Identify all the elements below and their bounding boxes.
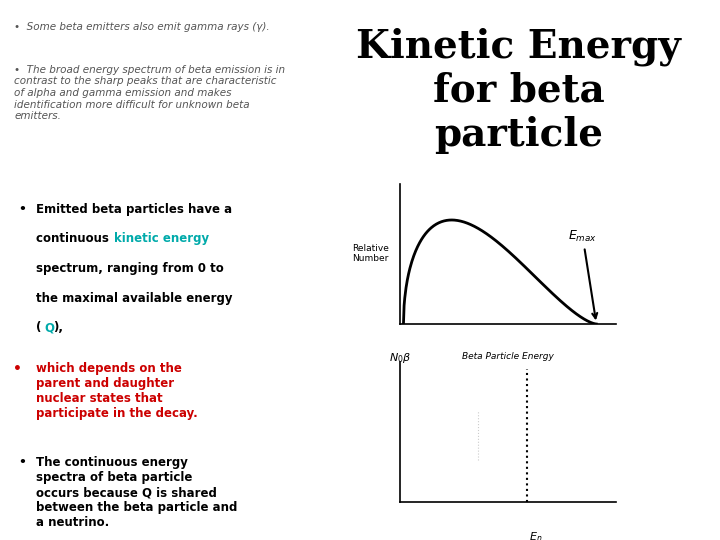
Text: •  Some beta emitters also emit gamma rays (γ).: • Some beta emitters also emit gamma ray… <box>14 22 270 32</box>
Text: •: • <box>18 202 26 215</box>
Text: Q: Q <box>45 321 55 334</box>
Text: •: • <box>18 456 26 469</box>
Text: $E_n$: $E_n$ <box>529 530 542 540</box>
Text: $E_{max}$: $E_{max}$ <box>568 229 597 318</box>
Text: Emitted beta particles have a: Emitted beta particles have a <box>36 202 232 215</box>
Text: •: • <box>13 362 22 376</box>
Text: The continuous energy
spectra of beta particle
occurs because Q is shared
betwee: The continuous energy spectra of beta pa… <box>36 456 238 529</box>
Text: the maximal available energy: the maximal available energy <box>36 292 233 305</box>
Text: continuous: continuous <box>36 232 113 245</box>
Text: •  The broad energy spectrum of beta emission is in
contrast to the sharp peaks : • The broad energy spectrum of beta emis… <box>14 65 286 121</box>
Text: ),: ), <box>53 321 63 334</box>
Text: which depends on the
parent and daughter
nuclear states that
participate in the : which depends on the parent and daughter… <box>36 362 198 420</box>
Text: Kinetic Energy
for beta
particle: Kinetic Energy for beta particle <box>356 27 681 153</box>
Text: (: ( <box>36 321 41 334</box>
Text: $N_0\beta$: $N_0\beta$ <box>389 350 411 365</box>
Text: Relative
Number: Relative Number <box>352 244 389 264</box>
Text: spectrum, ranging from 0 to: spectrum, ranging from 0 to <box>36 262 224 275</box>
Text: kinetic energy: kinetic energy <box>114 232 209 245</box>
Text: Beta Particle Energy: Beta Particle Energy <box>462 352 554 361</box>
